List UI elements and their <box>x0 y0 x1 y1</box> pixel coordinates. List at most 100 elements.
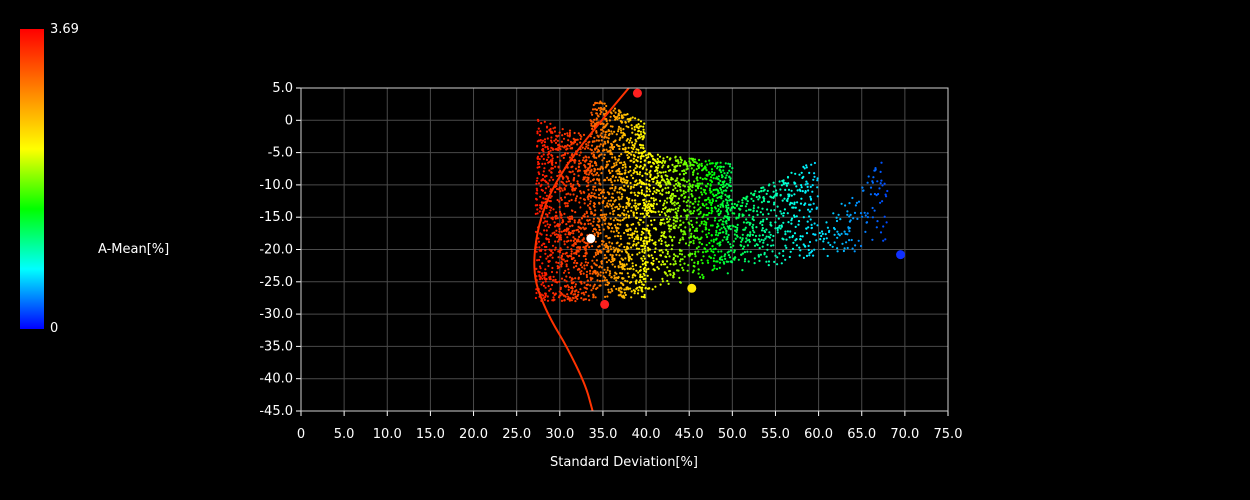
cloud-point <box>539 232 542 235</box>
cloud-point <box>727 217 730 220</box>
cloud-point <box>693 158 697 161</box>
cloud-point <box>560 265 563 268</box>
cloud-point <box>740 253 743 256</box>
cloud-point <box>535 192 538 195</box>
cloud-point <box>574 159 577 162</box>
cloud-point <box>641 283 644 286</box>
cloud-point <box>741 238 744 241</box>
cloud-point <box>578 235 581 238</box>
cloud-point <box>715 199 718 202</box>
cloud-point <box>588 299 591 302</box>
cloud-point <box>627 275 630 278</box>
cloud-point <box>654 211 657 214</box>
cloud-point <box>776 256 779 259</box>
cloud-point <box>779 194 782 197</box>
cloud-point <box>566 236 569 239</box>
cloud-point <box>779 210 782 213</box>
y-tick-label: -25.0 <box>259 275 293 290</box>
cloud-point <box>581 266 584 269</box>
cloud-point <box>652 259 655 262</box>
cloud-point <box>563 212 566 215</box>
cloud-point <box>603 279 606 282</box>
cloud-point <box>610 222 613 226</box>
cloud-point <box>573 161 576 164</box>
cloud-point <box>695 229 699 232</box>
cloud-point <box>718 219 721 222</box>
cloud-point <box>617 294 620 297</box>
cloud-point <box>585 273 588 277</box>
cloud-point <box>724 253 727 256</box>
cloud-point <box>714 216 717 220</box>
cloud-point <box>702 213 706 216</box>
cloud-point <box>719 179 722 182</box>
cloud-point <box>537 240 541 243</box>
cloud-point <box>741 247 745 250</box>
cloud-point <box>584 261 587 264</box>
cloud-point <box>558 227 561 231</box>
cloud-point <box>864 230 867 233</box>
cloud-point <box>546 255 550 258</box>
cloud-point <box>695 227 698 230</box>
cloud-point <box>620 186 623 189</box>
cloud-point <box>556 236 559 239</box>
cloud-point <box>575 138 578 141</box>
cloud-point <box>724 162 727 165</box>
cloud-point <box>632 186 635 189</box>
cloud-point <box>553 139 556 142</box>
cloud-point <box>733 212 736 215</box>
cloud-point <box>736 203 739 206</box>
cloud-point <box>564 145 567 148</box>
cloud-point <box>687 179 691 182</box>
cloud-point <box>640 280 643 284</box>
cloud-point <box>651 288 654 291</box>
cloud-point <box>809 185 812 188</box>
cloud-point <box>546 153 549 156</box>
cloud-point <box>708 228 711 231</box>
cloud-point <box>683 179 686 182</box>
cloud-point <box>538 133 542 137</box>
cloud-point <box>729 181 732 184</box>
cloud-point <box>565 184 568 187</box>
cloud-point <box>737 216 740 219</box>
cloud-point <box>719 241 722 244</box>
cloud-point <box>573 261 576 264</box>
cloud-point <box>602 275 605 278</box>
cloud-point <box>646 274 649 277</box>
cloud-point <box>752 215 755 218</box>
cloud-point <box>598 145 601 148</box>
cloud-point <box>625 125 628 128</box>
cloud-point <box>550 131 553 134</box>
cloud-point <box>570 248 573 251</box>
cloud-point <box>678 252 682 255</box>
cloud-point <box>666 274 669 277</box>
cloud-point <box>572 179 575 182</box>
cloud-point <box>753 192 756 195</box>
cloud-point <box>648 171 651 174</box>
cloud-point <box>693 206 696 209</box>
cloud-point <box>578 159 581 162</box>
cloud-point <box>877 192 880 196</box>
cloud-point <box>864 214 867 217</box>
cloud-point <box>582 133 586 136</box>
cloud-point <box>545 158 549 161</box>
cloud-point <box>594 270 597 273</box>
cloud-point <box>842 249 846 253</box>
colorbar-title: A-Mean[%] <box>98 242 169 257</box>
cloud-point <box>644 154 648 157</box>
cloud-point <box>758 190 761 193</box>
cloud-point <box>629 137 632 140</box>
cloud-point <box>566 293 569 296</box>
cloud-point <box>790 171 793 174</box>
cloud-point <box>694 255 697 258</box>
cloud-point <box>560 299 564 302</box>
cloud-point <box>727 204 730 207</box>
cloud-point <box>725 222 728 225</box>
cloud-point <box>758 234 761 237</box>
cloud-point <box>692 235 696 238</box>
cloud-point <box>684 233 687 236</box>
cloud-point <box>559 169 562 172</box>
cloud-point <box>584 249 587 252</box>
cloud-point <box>675 212 678 215</box>
cloud-point <box>573 293 577 296</box>
cloud-point <box>717 208 720 211</box>
